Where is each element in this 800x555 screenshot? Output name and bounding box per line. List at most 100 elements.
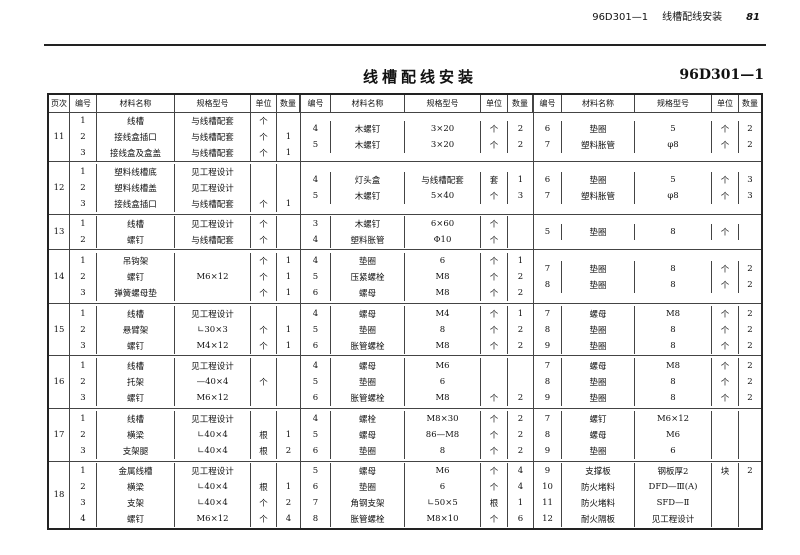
cell-spec: 5	[635, 172, 712, 188]
cell-name: 塑料胀管	[562, 188, 635, 204]
table-row: 3 螺钉 M6×12	[70, 390, 300, 406]
group-page: 13	[49, 215, 70, 249]
cell-name: 托架	[97, 374, 175, 390]
header-section: 编号 材料名称 规格型号 单位 数量	[534, 95, 761, 112]
cell-unit: 套	[481, 172, 508, 188]
cell-qty: 1	[285, 148, 292, 158]
cell-qty: 2	[517, 414, 524, 424]
group-section: 6 垫圈 5 个 2 7 塑料胀管 φ8 个 2	[534, 113, 761, 161]
table-row: 2 悬臂架 ∟30×3 个 1	[70, 321, 300, 338]
table-row: 5 螺母 86—M8 个 2	[301, 427, 533, 443]
cell-unit: 根	[251, 479, 277, 495]
cell-no: 10	[534, 479, 562, 495]
cell-spec: M8×10	[405, 511, 481, 527]
cell-no: 9	[534, 443, 562, 459]
cell-spec: M8	[635, 358, 712, 374]
cell-name: 螺母	[562, 427, 635, 443]
table-row: 1 线槽 见工程设计	[70, 411, 300, 427]
cell-spec: ∟40×4	[175, 427, 251, 443]
cell-name: 塑料胀管	[562, 137, 635, 153]
table-row: 2 横梁 ∟40×4 根 1	[70, 427, 300, 443]
table-row: 8 垫圈 8 个 2	[534, 321, 761, 338]
cell-spec: 与线槽配套	[175, 196, 251, 212]
cell-name: 防火堵料	[562, 495, 635, 511]
cell-spec: ∟40×4	[175, 479, 251, 495]
table-row: 2 螺钉 M6×12 个 1	[70, 268, 300, 285]
cell-no: 4	[301, 172, 331, 188]
cell-unit: 根	[251, 443, 277, 459]
cell-unit	[712, 411, 739, 427]
cell-spec: 与线槽配套	[405, 172, 481, 188]
cell-spec: M6×12	[175, 511, 251, 527]
cell-name: 螺钉	[97, 232, 175, 248]
cell-name: 接线盒插口	[97, 129, 175, 145]
table-row: 5 垫圈 8 个	[534, 224, 761, 240]
cell-unit: 块	[712, 463, 739, 479]
cell-no: 3	[70, 284, 97, 301]
cell-name: 支架	[97, 495, 175, 511]
cell-qty: 3	[747, 175, 753, 185]
cell-unit	[251, 358, 277, 374]
cell-unit	[251, 463, 277, 479]
cell-no: 4	[301, 232, 331, 248]
cell-no: 5	[301, 427, 331, 443]
cell-name: 横梁	[97, 427, 175, 443]
cell-qty: 2	[747, 340, 753, 351]
group-section: 6 垫圈 5 个 3 7 塑料胀管 φ8 个 3	[534, 162, 761, 214]
cell-unit	[251, 390, 277, 406]
table-row: 6 垫圈 5 个 2	[534, 121, 761, 137]
cell-spec	[175, 252, 251, 269]
group-section: 1 线槽 见工程设计 2 托架 —40×4 个 3 螺钉 M6×12	[70, 356, 301, 408]
cell-no: 6	[301, 479, 331, 495]
header-no: 编号	[70, 95, 97, 112]
table-row: 6 垫圈 6 个 4	[301, 479, 533, 495]
table-row: 1 线槽 见工程设计个	[70, 216, 300, 232]
cell-qty: 2	[747, 263, 753, 274]
cell-unit: 个	[481, 268, 508, 285]
table-group: 17 1 线槽 见工程设计 2 横梁 ∟40×4 根 1 3 支架腿 ∟40×4 根 2 4 螺栓 M8×30 个…	[49, 409, 761, 462]
group-section: 4 木螺钉 3×20 个 2 5 木螺钉 3×20 个 2	[301, 113, 534, 161]
cell-name: 塑料线槽盖	[97, 180, 175, 196]
cell-spec: ∟50×5	[405, 495, 481, 511]
cell-unit: 个	[251, 268, 277, 285]
cell-qty: 2	[747, 279, 753, 290]
group-section: 5 垫圈 8 个	[534, 215, 761, 249]
group-page: 11	[49, 113, 70, 161]
cell-unit: 个	[481, 479, 508, 495]
table-row: 4 灯头盒 与线槽配套套 1	[301, 172, 533, 188]
cell-no: 4	[301, 358, 331, 374]
cell-name: 悬臂架	[97, 321, 175, 338]
cell-qty: 2	[747, 466, 753, 476]
cell-unit: 个	[481, 337, 508, 354]
table-row: 1 线槽 见工程设计	[70, 305, 300, 322]
cell-no: 7	[534, 358, 562, 374]
cell-spec: 与线槽配套	[175, 145, 251, 161]
cell-spec: M4	[405, 305, 481, 322]
cell-qty: 2	[517, 340, 524, 351]
cell-spec: 与线槽配套	[175, 129, 251, 145]
cell-spec: 8	[635, 224, 712, 240]
table-row: 9 垫圈 6	[534, 443, 761, 459]
cell-qty: 2	[747, 393, 753, 403]
table-row: 6 胀管螺栓 M8 个 2	[301, 337, 533, 354]
cell-unit	[251, 411, 277, 427]
cell-spec: 见工程设计	[175, 216, 251, 232]
cell-name: 垫圈	[331, 374, 405, 390]
cell-spec: 8	[405, 321, 481, 338]
cell-qty: 1	[285, 271, 292, 282]
table-group: 14 1 吊钩架个 1 2 螺钉 M6×12 个 1 3 弹簧螺母垫个 1 4 垫圈 6 个 1 5 压紧螺栓 M8 个…	[49, 250, 761, 304]
cell-no: 9	[534, 337, 562, 354]
cell-spec: M8	[405, 390, 481, 406]
running-header: 96D301—1 线槽配线安装 81	[592, 8, 760, 23]
cell-spec: 见工程设计	[175, 358, 251, 374]
cell-spec: 6	[405, 374, 481, 390]
cell-unit	[712, 479, 739, 495]
cell-unit: 个	[712, 321, 739, 338]
cell-no: 4	[301, 121, 331, 137]
header-section: 编号 材料名称 规格型号 单位 数量	[301, 95, 534, 112]
cell-unit: 个	[481, 463, 508, 479]
cell-name: 胀管螺栓	[331, 511, 405, 527]
cell-unit: 个	[251, 321, 277, 338]
cell-no: 1	[70, 113, 97, 129]
cell-qty: 3	[517, 191, 524, 201]
